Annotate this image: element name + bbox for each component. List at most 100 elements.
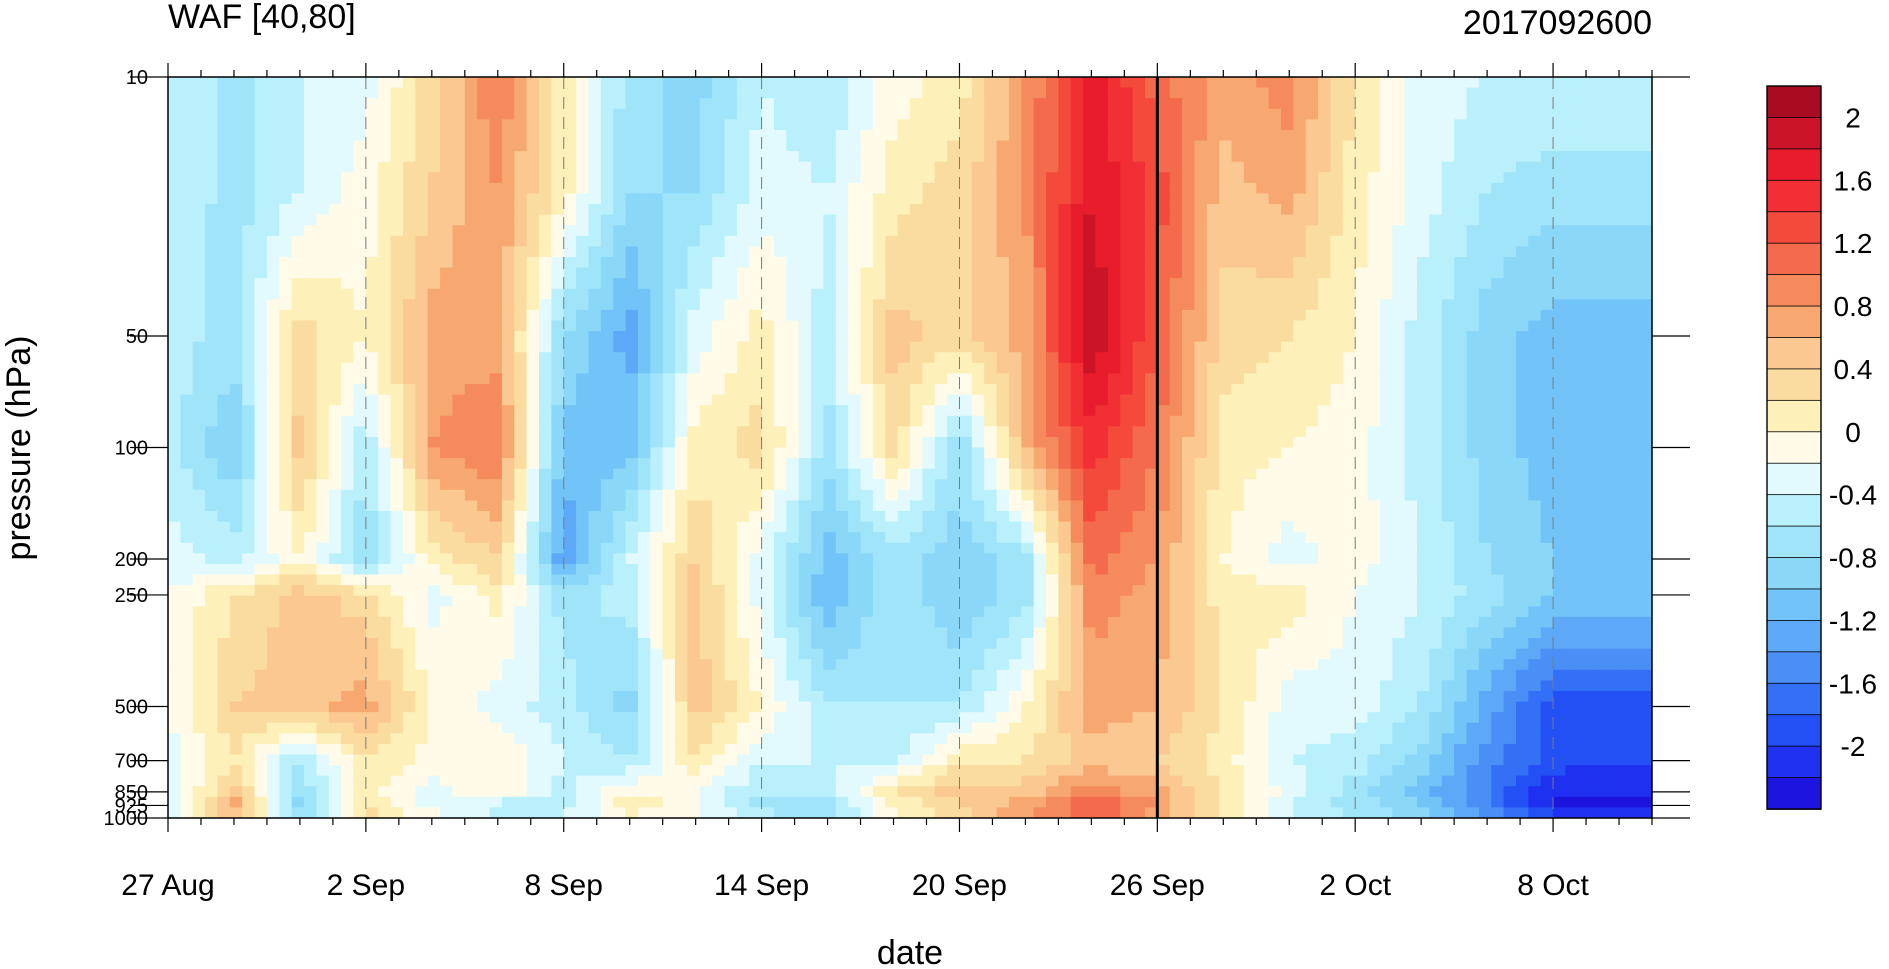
contour-cell bbox=[662, 341, 676, 353]
contour-cell bbox=[1379, 246, 1393, 258]
contour-cell bbox=[835, 362, 849, 374]
contour-cell bbox=[440, 373, 454, 385]
contour-cell bbox=[1083, 267, 1097, 279]
contour-cell bbox=[539, 331, 552, 343]
contour-cell bbox=[440, 383, 454, 396]
contour-cell bbox=[650, 468, 664, 480]
contour-cell bbox=[1515, 447, 1529, 459]
contour-cell bbox=[1342, 341, 1356, 353]
contour-cell bbox=[823, 235, 837, 247]
contour-cell bbox=[489, 468, 503, 480]
contour-cell bbox=[427, 108, 441, 120]
contour-cell bbox=[341, 140, 355, 152]
contour-cell bbox=[947, 288, 961, 300]
contour-cell bbox=[1305, 77, 1319, 89]
contour-cell bbox=[365, 267, 379, 279]
contour-cell bbox=[1046, 373, 1059, 385]
contour-cell bbox=[613, 278, 627, 290]
contour-cell bbox=[526, 193, 540, 205]
contour-cell bbox=[514, 362, 528, 374]
contour-cell bbox=[588, 405, 602, 417]
contour-cell bbox=[897, 320, 911, 332]
contour-cell bbox=[984, 98, 998, 110]
contour-cell bbox=[650, 161, 664, 173]
contour-cell bbox=[1194, 98, 1208, 110]
contour-cell bbox=[860, 140, 874, 152]
contour-cell bbox=[1417, 383, 1430, 396]
contour-cell bbox=[736, 87, 750, 99]
contour-cell bbox=[539, 362, 552, 374]
contour-cell bbox=[1083, 320, 1097, 332]
contour-cell bbox=[526, 341, 540, 353]
contour-cell bbox=[1466, 77, 1480, 89]
contour-cell bbox=[971, 77, 985, 89]
contour-cell bbox=[1503, 500, 1517, 512]
contour-cell bbox=[1256, 193, 1270, 205]
contour-cell bbox=[1429, 394, 1443, 406]
contour-cell bbox=[501, 511, 515, 523]
contour-cell bbox=[761, 299, 775, 311]
contour-cell bbox=[947, 129, 961, 142]
contour-cell bbox=[205, 225, 219, 237]
contour-cell bbox=[217, 405, 231, 417]
contour-cell bbox=[1491, 214, 1505, 226]
contour-cell bbox=[180, 309, 194, 322]
contour-cell bbox=[1404, 299, 1418, 311]
contour-cell bbox=[675, 394, 688, 406]
contour-cell bbox=[452, 341, 466, 353]
contour-cell bbox=[242, 182, 256, 195]
contour-cell bbox=[848, 288, 862, 300]
contour-cell bbox=[341, 479, 355, 491]
contour-cell bbox=[736, 288, 750, 300]
contour-cell bbox=[687, 140, 701, 152]
contour-cell bbox=[427, 161, 441, 173]
contour-cell bbox=[699, 182, 713, 195]
contour-cell bbox=[959, 214, 973, 226]
contour-cell bbox=[1281, 140, 1294, 152]
contour-cell bbox=[415, 182, 429, 195]
contour-cell bbox=[1046, 246, 1059, 258]
contour-cell bbox=[1565, 129, 1579, 142]
contour-cell bbox=[254, 299, 268, 311]
contour-cell bbox=[415, 214, 429, 226]
contour-cell bbox=[625, 405, 639, 417]
contour-cell bbox=[1070, 299, 1084, 311]
contour-cell bbox=[526, 98, 540, 110]
contour-cell bbox=[860, 436, 874, 449]
contour-cell bbox=[588, 479, 602, 491]
contour-cell bbox=[588, 500, 602, 512]
contour-cell bbox=[316, 225, 330, 237]
contour-cell bbox=[1305, 278, 1319, 290]
contour-cell bbox=[1169, 235, 1183, 247]
contour-cell bbox=[1379, 394, 1393, 406]
contour-cell bbox=[1577, 500, 1591, 512]
contour-cell bbox=[415, 331, 429, 343]
contour-cell bbox=[365, 161, 379, 173]
contour-cell bbox=[934, 129, 948, 142]
contour-cell bbox=[959, 182, 973, 195]
contour-cell bbox=[415, 415, 429, 427]
contour-cell bbox=[1144, 426, 1158, 438]
contour-cell bbox=[1256, 341, 1270, 353]
contour-cell bbox=[1553, 500, 1567, 512]
contour-cell bbox=[761, 87, 775, 99]
contour-cell bbox=[650, 299, 664, 311]
contour-cell bbox=[811, 331, 825, 343]
contour-cell bbox=[625, 172, 639, 184]
contour-cell bbox=[1503, 235, 1517, 247]
contour-cell bbox=[996, 204, 1010, 216]
contour-cell bbox=[427, 489, 441, 502]
contour-cell bbox=[551, 108, 565, 120]
contour-cell bbox=[192, 341, 206, 353]
contour-cell bbox=[1417, 151, 1430, 163]
contour-cell bbox=[934, 108, 948, 120]
contour-cell bbox=[1256, 204, 1270, 216]
contour-cell bbox=[947, 436, 961, 449]
contour-cell bbox=[1355, 204, 1369, 216]
contour-cell bbox=[662, 468, 676, 480]
contour-cell bbox=[168, 373, 181, 385]
contour-cell bbox=[724, 77, 738, 89]
contour-cell bbox=[848, 278, 862, 290]
contour-cell bbox=[501, 204, 515, 216]
contour-cell bbox=[687, 362, 701, 374]
